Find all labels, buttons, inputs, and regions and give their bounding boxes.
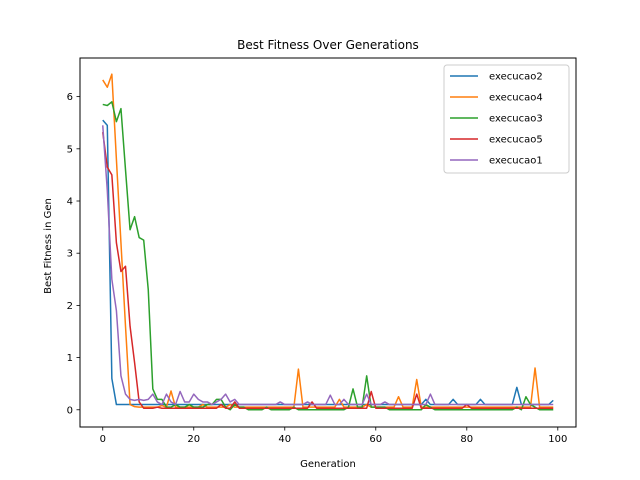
x-axis: 0 20 40 60 80 100: [100, 427, 567, 445]
legend-box: [443, 64, 570, 174]
series-line-execucao1: [102, 125, 554, 406]
y-axis-label: Best Fitness in Gen: [43, 198, 54, 294]
series-line-execucao2: [102, 119, 554, 406]
y-axis: 0 1 2 3 4 5 6: [67, 92, 80, 416]
plot-frame: [79, 57, 577, 428]
legend-label-execucao2: execucao2: [489, 72, 543, 83]
y-tick-label: 5: [67, 144, 73, 155]
x-tick-label: 100: [548, 434, 567, 445]
plot-lines: [102, 73, 554, 411]
legend-label-execucao3: execucao3: [489, 114, 543, 125]
x-tick-label: 0: [100, 434, 106, 445]
chart-title: Best Fitness Over Generations: [237, 38, 419, 52]
y-tick-label: 2: [67, 301, 73, 312]
x-tick-label: 80: [460, 434, 473, 445]
series-line-execucao5: [102, 132, 554, 409]
x-tick-label: 40: [278, 434, 291, 445]
legend: execucao2 execucao4 execucao3 execucao5 exec…: [443, 64, 570, 174]
y-tick-label: 4: [67, 197, 73, 208]
legend-label-execucao5: execucao5: [489, 135, 543, 146]
y-tick-label: 6: [67, 92, 73, 103]
y-tick-label: 0: [67, 405, 73, 416]
series-line-execucao3: [102, 101, 554, 411]
x-axis-label: Generation: [300, 459, 356, 470]
y-tick-label: 1: [67, 353, 73, 364]
legend-label-execucao4: execucao4: [489, 93, 543, 104]
series-line-execucao4: [102, 73, 554, 408]
x-tick-label: 60: [369, 434, 382, 445]
y-tick-label: 3: [67, 249, 73, 260]
x-tick-label: 20: [187, 434, 200, 445]
legend-label-execucao1: execucao1: [489, 156, 543, 167]
